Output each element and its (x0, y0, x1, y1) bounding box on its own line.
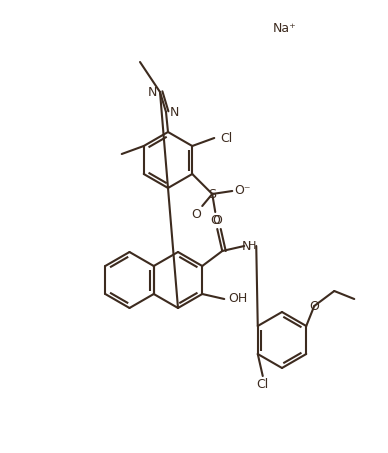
Text: Cl: Cl (220, 131, 232, 145)
Text: O: O (191, 207, 201, 221)
Text: N: N (242, 240, 251, 252)
Text: OH: OH (229, 293, 248, 305)
Text: O: O (309, 299, 319, 313)
Text: S: S (208, 188, 216, 201)
Text: Cl: Cl (256, 377, 269, 390)
Text: O: O (212, 215, 222, 227)
Text: O⁻: O⁻ (234, 184, 251, 198)
Text: H: H (248, 241, 256, 251)
Text: O: O (210, 213, 220, 226)
Text: N: N (147, 86, 157, 98)
Text: Na⁺: Na⁺ (273, 21, 297, 34)
Text: N: N (169, 106, 179, 119)
